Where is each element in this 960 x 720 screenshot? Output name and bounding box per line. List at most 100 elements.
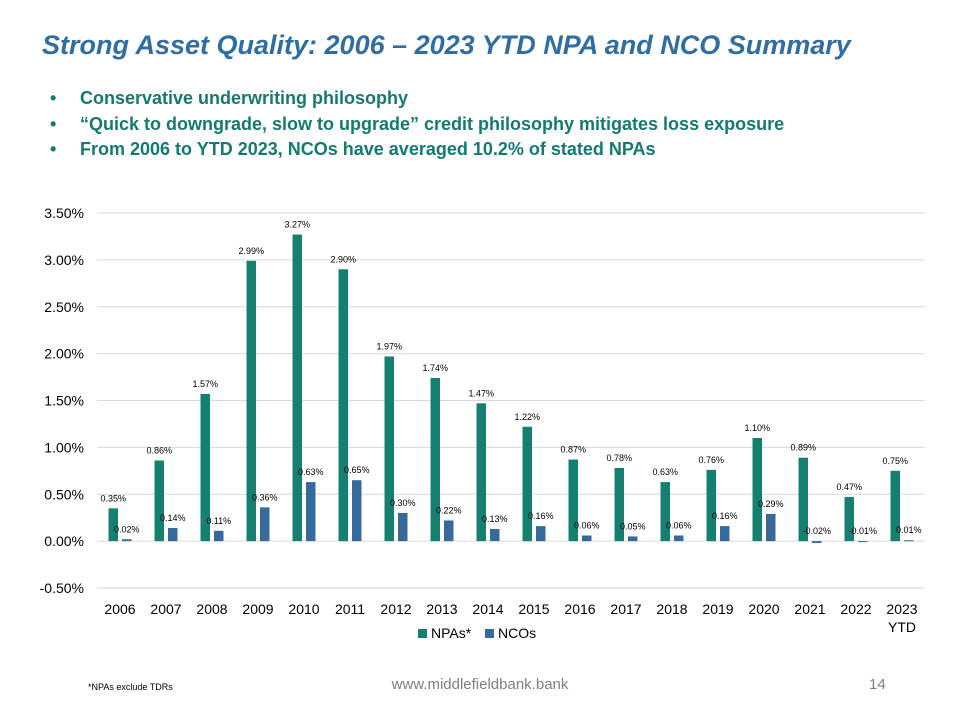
nco-bar — [858, 541, 868, 543]
footnote: *NPAs exclude TDRs — [88, 682, 173, 692]
npa-bar — [384, 356, 394, 542]
data-label: 1.22% — [514, 412, 540, 422]
x-tick-label: 2023 YTD — [886, 601, 917, 635]
data-label: -0.01% — [848, 526, 877, 536]
data-label: 0.78% — [606, 453, 632, 463]
x-tick-label: 2017 — [610, 601, 641, 617]
nco-bar — [122, 539, 132, 542]
nco-bar — [812, 541, 822, 543]
y-tick-label: 2.00% — [44, 346, 84, 362]
x-tick-label: 2018 — [656, 601, 687, 617]
npa-bar — [338, 269, 348, 542]
x-tick-label: 2013 — [426, 601, 457, 617]
nco-bar — [766, 513, 776, 542]
page-number: 14 — [869, 676, 886, 693]
data-label: 0.35% — [100, 493, 126, 503]
y-tick-label: -0.50% — [40, 580, 84, 596]
data-label: 0.16% — [528, 511, 554, 521]
data-label: 0.86% — [146, 446, 172, 456]
data-label: 1.74% — [422, 363, 448, 373]
x-tick-label: 2009 — [242, 601, 273, 617]
legend-label: NCOs — [498, 625, 536, 641]
data-label: 0.02% — [114, 524, 140, 534]
npa-bar — [522, 426, 532, 542]
y-tick-label: 0.50% — [44, 486, 84, 502]
y-tick-label: 1.00% — [44, 439, 84, 455]
x-tick-label: 2012 — [380, 601, 411, 617]
npa-bar — [246, 260, 256, 542]
bullet-icon: • — [50, 88, 57, 108]
data-label: 0.05% — [620, 521, 646, 531]
npa-bar — [660, 482, 670, 542]
data-label: 0.65% — [344, 465, 370, 475]
data-label: 3.27% — [284, 220, 310, 230]
data-label: 0.75% — [882, 456, 908, 466]
x-tick-label: 2008 — [196, 601, 227, 617]
data-label: 0.89% — [790, 443, 816, 453]
x-tick-label: 2014 — [472, 601, 503, 617]
data-label: 0.76% — [698, 455, 724, 465]
data-label: -0.02% — [802, 526, 831, 536]
legend-nco-swatch — [485, 629, 494, 638]
nco-bar — [168, 528, 178, 542]
nco-bar — [260, 507, 270, 542]
data-label: 1.10% — [744, 423, 770, 433]
data-label: 0.06% — [574, 521, 600, 531]
y-tick-label: 0.00% — [44, 533, 84, 549]
website-url: www.middlefieldbank.bank — [391, 676, 569, 693]
npa-bar — [752, 438, 762, 542]
x-tick-label: 2020 — [748, 601, 779, 617]
bullet-text: “Quick to downgrade, slow to upgrade” cr… — [80, 113, 785, 134]
npa-bar — [430, 378, 440, 542]
y-tick-label: 1.50% — [44, 393, 84, 409]
nco-bar — [306, 482, 316, 542]
nco-bar — [214, 530, 224, 542]
nco-bar — [628, 536, 638, 542]
legend-label: NPAs* — [431, 625, 472, 641]
data-label: 0.16% — [712, 511, 738, 521]
data-label: 0.36% — [252, 492, 278, 502]
npa-bar — [200, 393, 210, 542]
data-label: 0.14% — [160, 513, 186, 523]
bullet-item: • From 2006 to YTD 2023, NCOs have averag… — [50, 137, 784, 163]
x-tick-label: 2010 — [288, 601, 319, 617]
npa-bar — [844, 497, 854, 542]
nco-bar — [536, 526, 546, 542]
data-label: 0.22% — [436, 506, 462, 516]
npa-bar — [476, 403, 486, 542]
x-tick-label: 2015 — [518, 601, 549, 617]
data-label: 2.90% — [330, 254, 356, 264]
y-tick-label: 3.50% — [44, 205, 84, 221]
data-label: 0.13% — [482, 514, 508, 524]
npa-bar — [292, 234, 302, 542]
nco-bar — [490, 528, 500, 542]
data-label: 0.87% — [560, 445, 586, 455]
x-tick-label: 2016 — [564, 601, 595, 617]
data-label: 1.57% — [192, 379, 218, 389]
bullet-text: Conservative underwriting philosophy — [80, 88, 409, 108]
bullet-item: • Conservative underwriting philosophy — [50, 86, 784, 112]
nco-bar — [352, 480, 362, 542]
y-tick-label: 2.50% — [44, 299, 84, 315]
x-tick-label: 2011 — [335, 601, 365, 617]
x-tick-label: 2022 — [840, 601, 871, 617]
bullet-icon: • — [50, 113, 57, 134]
slide-title: Strong Asset Quality: 2006 – 2023 YTD NP… — [42, 30, 851, 60]
data-label: 1.97% — [376, 341, 402, 351]
data-label: 0.30% — [390, 498, 416, 508]
nco-bar — [674, 535, 684, 542]
nco-bar — [398, 513, 408, 542]
legend-npa-swatch — [418, 629, 427, 638]
npa-bar — [706, 469, 716, 542]
bullet-icon: • — [50, 139, 57, 159]
npa-bar — [614, 468, 624, 542]
x-tick-label: 2006 — [104, 601, 135, 617]
data-label: 0.63% — [652, 467, 678, 477]
npa-bar — [890, 470, 900, 542]
data-label: 0.11% — [206, 516, 231, 526]
npa-bar — [798, 457, 808, 542]
npa-nco-bar-chart: -0.50% 0.00% 0.50% 1.00% 1.50% 2.00% 2.50% 3.00… — [40, 205, 925, 641]
bullet-item: • “Quick to downgrade, slow to upgrade” c… — [50, 112, 784, 138]
x-tick-label: 2021 — [794, 601, 825, 617]
data-label: 0.47% — [836, 482, 862, 492]
